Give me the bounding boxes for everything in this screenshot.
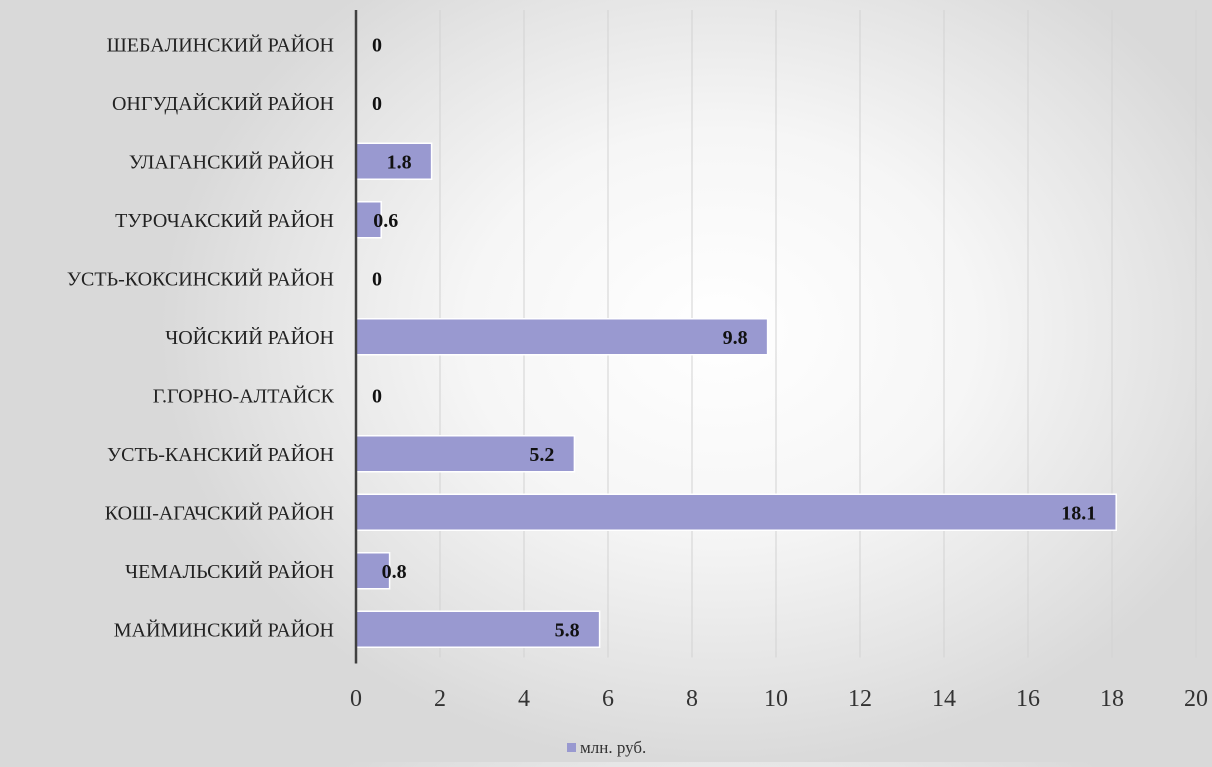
category-label: ТУРОЧАКСКИЙ РАЙОН	[115, 209, 334, 232]
category-label: ЧЕМАЛЬСКИЙ РАЙОН	[125, 560, 334, 583]
data-label: 5.8	[555, 619, 580, 641]
x-tick-label: 14	[932, 686, 956, 712]
data-label: 1.8	[387, 151, 412, 173]
data-label: 0	[372, 34, 382, 56]
category-labels: ШЕБАЛИНСКИЙ РАЙОН ОНГУДАЙСКИЙ РАЙОН УЛАГАН…	[67, 33, 335, 641]
x-tick-label: 18	[1100, 686, 1124, 712]
x-tick-label: 4	[518, 686, 530, 712]
x-tick-label: 2	[434, 686, 446, 712]
bar	[355, 142, 433, 180]
x-tick-label: 10	[764, 686, 788, 712]
legend-label: млн. руб.	[580, 738, 646, 757]
data-label: 0.6	[373, 210, 398, 232]
gridlines	[439, 10, 1197, 658]
bar	[355, 493, 1117, 531]
category-label: ЧОЙСКИЙ РАЙОН	[165, 326, 334, 349]
legend-swatch	[567, 743, 576, 752]
x-tick-label: 0	[350, 686, 362, 712]
data-label: 0	[372, 385, 382, 407]
x-axis-ticks: 0 2 4 6 8 10 12 14 16 18 20	[350, 686, 1208, 712]
data-label: 0	[372, 268, 382, 290]
category-label: ШЕБАЛИНСКИЙ РАЙОН	[107, 33, 334, 56]
bar	[355, 318, 769, 356]
legend: млн. руб.	[567, 738, 646, 757]
bars	[355, 142, 1117, 648]
data-label: 0.8	[382, 561, 407, 583]
data-label: 9.8	[723, 327, 748, 349]
data-label: 0	[372, 93, 382, 115]
x-tick-label: 16	[1016, 686, 1040, 712]
data-labels: 0 0 1.8 0.6 0 9.8 0 5.2 18.1 0.8 5.8	[372, 34, 1096, 641]
category-label: УЛАГАНСКИЙ РАЙОН	[129, 150, 334, 173]
x-tick-label: 12	[848, 686, 872, 712]
category-label: КОШ-АГАЧСКИЙ РАЙОН	[105, 501, 334, 524]
x-tick-label: 20	[1184, 686, 1208, 712]
category-label: МАЙМИНСКИЙ РАЙОН	[114, 618, 334, 641]
category-label: УСТЬ-КАНСКИЙ РАЙОН	[107, 443, 334, 466]
x-tick-label: 8	[686, 686, 698, 712]
category-label: УСТЬ-КОКСИНСКИЙ РАЙОН	[67, 267, 334, 290]
data-label: 18.1	[1061, 502, 1096, 524]
x-tick-label: 6	[602, 686, 614, 712]
category-label: ОНГУДАЙСКИЙ РАЙОН	[112, 92, 334, 115]
category-label: Г.ГОРНО-АЛТАЙСК	[153, 384, 335, 407]
data-label: 5.2	[529, 444, 554, 466]
